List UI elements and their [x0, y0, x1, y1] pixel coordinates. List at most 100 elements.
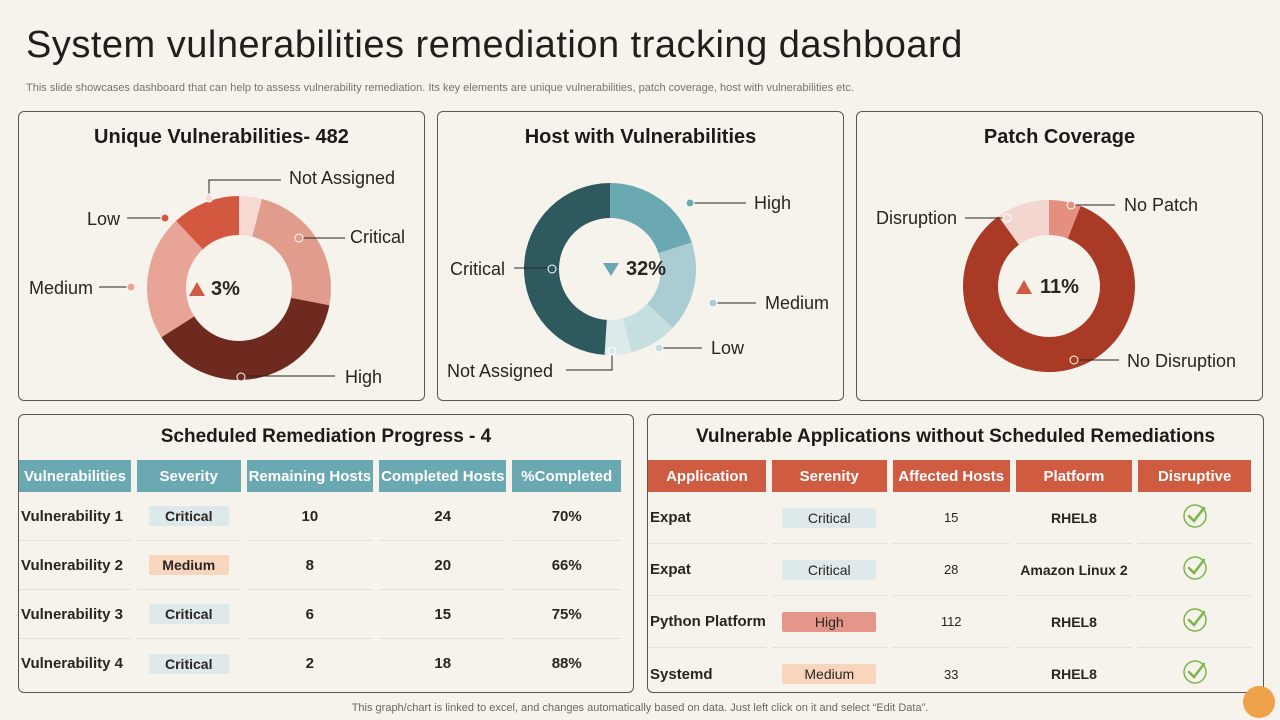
vulnerability-name: Vulnerability 1	[19, 492, 131, 541]
marker-critical	[294, 233, 304, 243]
header-vulnerabilities: Vulnerabilities	[19, 460, 131, 492]
severity-badge: Critical	[148, 506, 229, 526]
slice-critical	[252, 198, 331, 306]
scheduled-remediation-title: Scheduled Remediation Progress - 4	[160, 426, 492, 447]
checkmark-icon	[1182, 503, 1207, 528]
slice-critical	[524, 183, 610, 355]
header-percent-completed: %Completed	[512, 460, 621, 492]
header-severity: Severity	[136, 460, 241, 492]
completed-hosts: 24	[379, 492, 507, 541]
remaining-hosts: 10	[246, 492, 374, 541]
center-value: 11%	[1040, 276, 1079, 298]
slice-not-assigned	[239, 196, 262, 237]
marker-high	[236, 372, 246, 382]
percent-completed: 66%	[512, 541, 621, 590]
application-name: Systemd	[650, 665, 713, 683]
triangle-up-icon	[189, 282, 205, 296]
platform: RHEL8	[1051, 666, 1097, 682]
unique-vulnerabilities-panel: Unique Vulnerabilities- 482 3% Not Assig…	[18, 111, 425, 401]
patch-coverage-donut-chart: 11% No Patch Disruption No Disruption	[876, 195, 1236, 372]
percent-completed: 88%	[551, 655, 582, 672]
label-critical: Critical	[350, 227, 405, 247]
unique-vulnerabilities-title: Unique Vulnerabilities- 482	[94, 126, 349, 148]
slice-disruption	[998, 200, 1049, 245]
remaining-hosts: 8	[246, 541, 374, 590]
affected-hosts: 112	[892, 596, 1010, 648]
application-name: Expat	[648, 492, 766, 544]
application-name: Expat	[648, 544, 766, 596]
table-row: Vulnerability 2 Medium 8 20 66%	[19, 541, 621, 590]
vulnerable-applications-title: Vulnerable Applications without Schedule…	[695, 426, 1216, 447]
completed-hosts: 20	[379, 541, 507, 590]
slice-medium	[647, 242, 696, 328]
marker-low	[654, 343, 664, 353]
platform: RHEL8	[1015, 596, 1133, 648]
affected-hosts: 15	[892, 492, 1010, 544]
checkmark-icon	[1182, 555, 1207, 580]
application-name: Python Platform	[648, 596, 766, 648]
header-completed-hosts: Completed Hosts	[379, 460, 507, 492]
severity-badge: Critical	[148, 653, 229, 674]
marker-medium	[126, 282, 136, 292]
marker-no-patch	[1066, 200, 1076, 210]
vulnerable-applications-table: Application Serenity Affected Hosts Plat…	[642, 460, 1257, 700]
label-low: Low	[711, 338, 745, 358]
header-remaining-hosts: Remaining Hosts	[246, 460, 374, 492]
completed-hosts: 18	[434, 655, 452, 672]
severity-badge: Medium	[148, 555, 229, 575]
remaining-hosts: 6	[246, 590, 374, 639]
host-vulnerabilities-donut-chart: 32% High Critical Medium Low Not Assigne…	[447, 183, 829, 381]
checkmark-icon	[1182, 660, 1207, 684]
patch-coverage-title: Patch Coverage	[983, 126, 1136, 148]
triangle-up-icon	[1016, 280, 1032, 294]
vulnerability-name: Vulnerability 2	[19, 541, 131, 590]
header-disruptive: Disruptive	[1138, 460, 1251, 492]
marker-low	[160, 213, 170, 223]
severity-badge: Critical	[148, 604, 229, 624]
center-value: 32%	[626, 258, 666, 280]
scheduled-remediation-panel: Scheduled Remediation Progress - 4 Vulne…	[18, 414, 634, 693]
label-no-patch: No Patch	[1124, 195, 1198, 215]
checkmark-icon	[1182, 607, 1207, 632]
severity-badge: High	[782, 611, 877, 632]
footer-note: This graph/chart is linked to excel, and…	[351, 702, 929, 714]
vulnerability-name: Vulnerability 4	[21, 655, 123, 672]
marker-critical	[547, 264, 557, 274]
severity-badge: Critical	[782, 559, 877, 580]
patch-coverage-panel: Patch Coverage 11% No Patch Disruption N…	[856, 111, 1263, 401]
completed-hosts: 15	[379, 590, 507, 639]
label-no-disruption: No Disruption	[1127, 351, 1236, 371]
header-application: Application	[648, 460, 766, 492]
label-disruption: Disruption	[876, 208, 957, 228]
label-not-assigned: Not Assigned	[289, 168, 395, 188]
center-value: 3%	[211, 278, 240, 300]
page-title: System vulnerabilities remediation track…	[26, 24, 963, 66]
label-high: High	[754, 193, 791, 213]
marker-disruption	[1002, 213, 1012, 223]
label-medium: Medium	[765, 293, 829, 313]
percent-completed: 70%	[512, 492, 621, 541]
slice-low	[622, 303, 673, 353]
label-critical: Critical	[450, 259, 505, 279]
affected-hosts: 33	[943, 666, 959, 682]
marker-not-assigned	[607, 346, 617, 356]
triangle-down-icon	[603, 263, 619, 276]
label-high: High	[345, 367, 382, 387]
host-vulnerabilities-title: Host with Vulnerabilities	[524, 126, 757, 148]
slice-no-patch	[1049, 200, 1081, 239]
table-row: Systemd Medium 33 RHEL8	[648, 648, 1251, 700]
slice-high	[161, 297, 330, 380]
header-platform: Platform	[1015, 460, 1133, 492]
slice-no-disruption	[963, 206, 1135, 372]
table-row: Vulnerability 3 Critical 6 15 75%	[19, 590, 621, 639]
platform: Amazon Linux 2	[1015, 544, 1133, 596]
marker-not-assigned	[204, 193, 214, 203]
marker-no-disruption	[1069, 355, 1079, 365]
severity-badge: Critical	[782, 507, 877, 528]
unique-vulnerabilities-donut-chart: 3% Not Assigned Critical Low Medium High	[29, 168, 405, 387]
label-medium: Medium	[29, 278, 93, 298]
table-row: Expat Critical 15 RHEL8	[648, 492, 1251, 544]
host-vulnerabilities-panel: Host with Vulnerabilities 32% High Criti…	[437, 111, 844, 401]
table-row: Vulnerability 1 Critical 10 24 70%	[19, 492, 621, 541]
severity-badge: Medium	[782, 664, 877, 684]
